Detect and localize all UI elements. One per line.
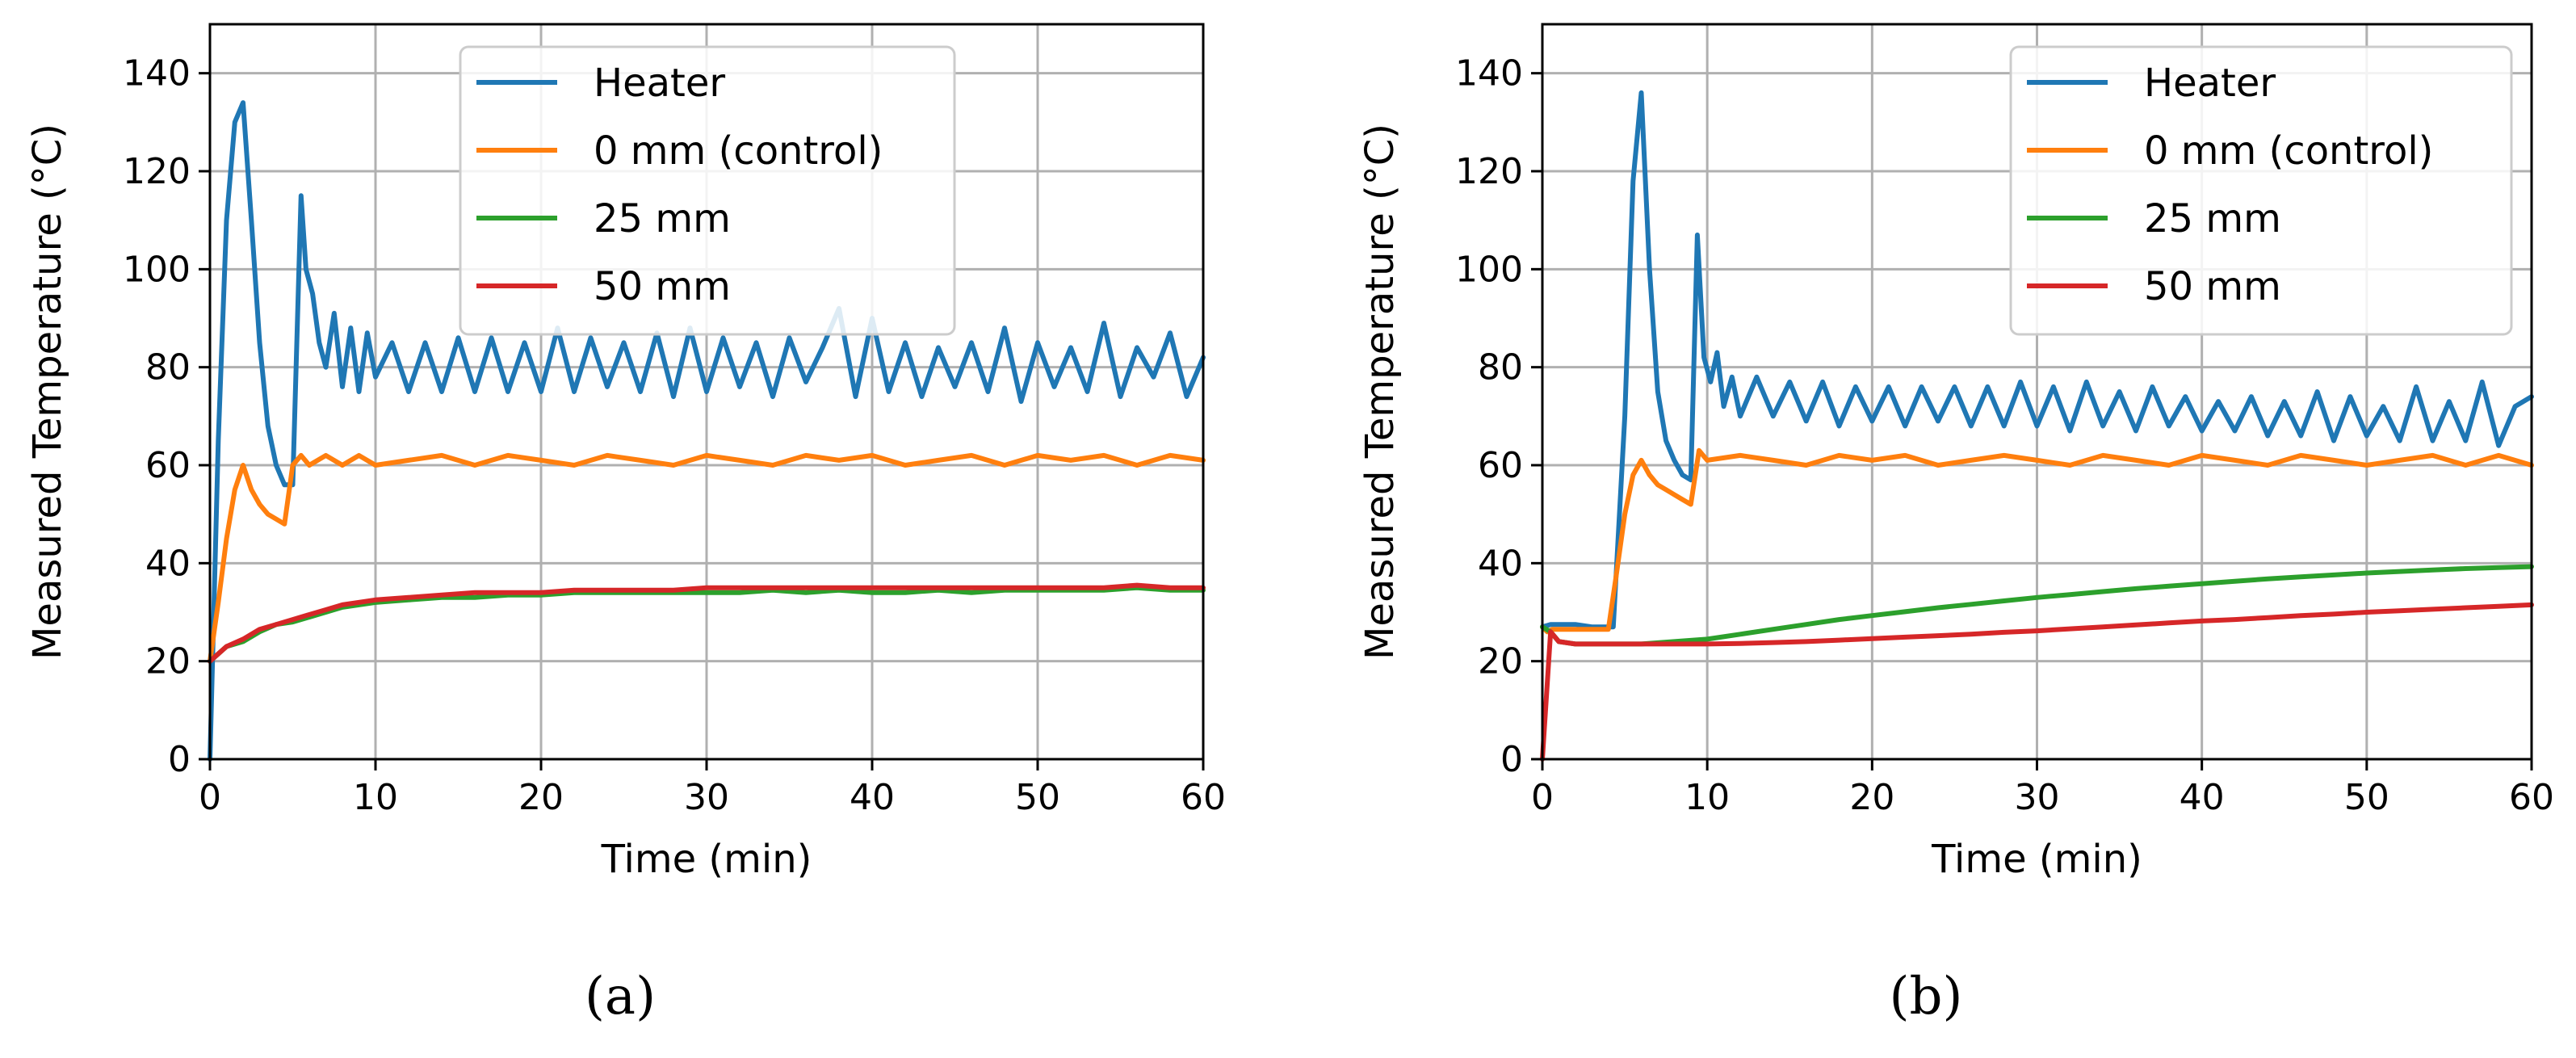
legend-label: Heater: [2144, 61, 2276, 106]
legend-label: 0 mm (control): [594, 128, 883, 174]
legend-label: 50 mm: [2144, 264, 2281, 309]
chart-panel-a: 0 10 20 30 40 50 60 0 20 40 60 80 100 120 140 Time (mi…: [25, 23, 1226, 1027]
x-tick-label: 20: [518, 777, 564, 818]
y-tick-label: 0: [1500, 739, 1523, 780]
y-tick-label: 20: [145, 641, 191, 682]
y-tick-label: 80: [1478, 347, 1523, 388]
legend-label: 25 mm: [2144, 196, 2281, 241]
axis-ticks: 0 10 20 30 40 50 60 0 20 40 60 80 100 120 140: [123, 53, 1226, 818]
y-tick-label: 20: [1478, 641, 1523, 682]
panel-label: (a): [585, 967, 656, 1027]
legend-label: Heater: [594, 61, 725, 106]
x-tick-label: 10: [353, 777, 398, 818]
y-tick-label: 0: [168, 739, 191, 780]
legend-label: 25 mm: [594, 196, 731, 241]
x-tick-label: 40: [850, 777, 895, 818]
x-tick-label: 40: [2180, 777, 2225, 818]
series-lines: [208, 100, 1206, 762]
x-tick-label: 30: [2015, 777, 2060, 818]
y-tick-label: 80: [145, 347, 191, 388]
y-tick-label: 140: [1455, 53, 1523, 94]
x-axis-label: Time (min): [1931, 837, 2142, 882]
y-tick-label: 100: [1455, 249, 1523, 290]
x-axis-label: Time (min): [601, 837, 812, 882]
series-line-0-mm-control: [208, 452, 1206, 664]
x-tick-label: 0: [199, 777, 221, 818]
series-line-heater: [1540, 90, 2534, 630]
x-tick-label: 50: [1015, 777, 1060, 818]
axis-ticks: 0 10 20 30 40 50 60 0 20 40 60 80 100 120 140: [1455, 53, 2554, 818]
legend-label: 50 mm: [594, 264, 731, 309]
legend: Heater 0 mm (control) 25 mm 50 mm: [459, 45, 956, 336]
x-tick-label: 10: [1684, 777, 1730, 818]
series-lines: [1540, 90, 2534, 762]
y-axis-label: Measured Temperature (°C): [1357, 124, 1403, 660]
series-line-heater: [208, 100, 1206, 762]
panel-label: (b): [1890, 967, 1963, 1027]
y-tick-label: 140: [123, 53, 191, 94]
y-tick-label: 60: [145, 445, 191, 486]
x-tick-label: 20: [1849, 777, 1894, 818]
y-tick-label: 120: [1455, 151, 1523, 192]
y-tick-label: 40: [1478, 543, 1523, 584]
x-tick-label: 30: [684, 777, 729, 818]
chart-panel-b: 0 10 20 30 40 50 60 0 20 40 60 80 100 120 140 Time (mi…: [1357, 23, 2554, 1027]
y-tick-label: 40: [145, 543, 191, 584]
x-tick-label: 50: [2344, 777, 2389, 818]
legend-box: [2009, 45, 2513, 336]
series-line-50-mm: [208, 582, 1206, 664]
x-tick-label: 60: [1181, 777, 1226, 818]
x-tick-label: 0: [1531, 777, 1554, 818]
series-line-50-mm: [1540, 602, 2534, 762]
legend-box: [459, 45, 956, 336]
y-axis-label: Measured Temperature (°C): [25, 124, 70, 660]
y-tick-label: 60: [1478, 445, 1523, 486]
legend-label: 0 mm (control): [2144, 128, 2433, 174]
legend: Heater 0 mm (control) 25 mm 50 mm: [2009, 45, 2513, 336]
series-line-0-mm-control: [1540, 447, 2534, 635]
y-tick-label: 120: [123, 151, 191, 192]
y-tick-label: 100: [123, 249, 191, 290]
x-tick-label: 60: [2509, 777, 2554, 818]
